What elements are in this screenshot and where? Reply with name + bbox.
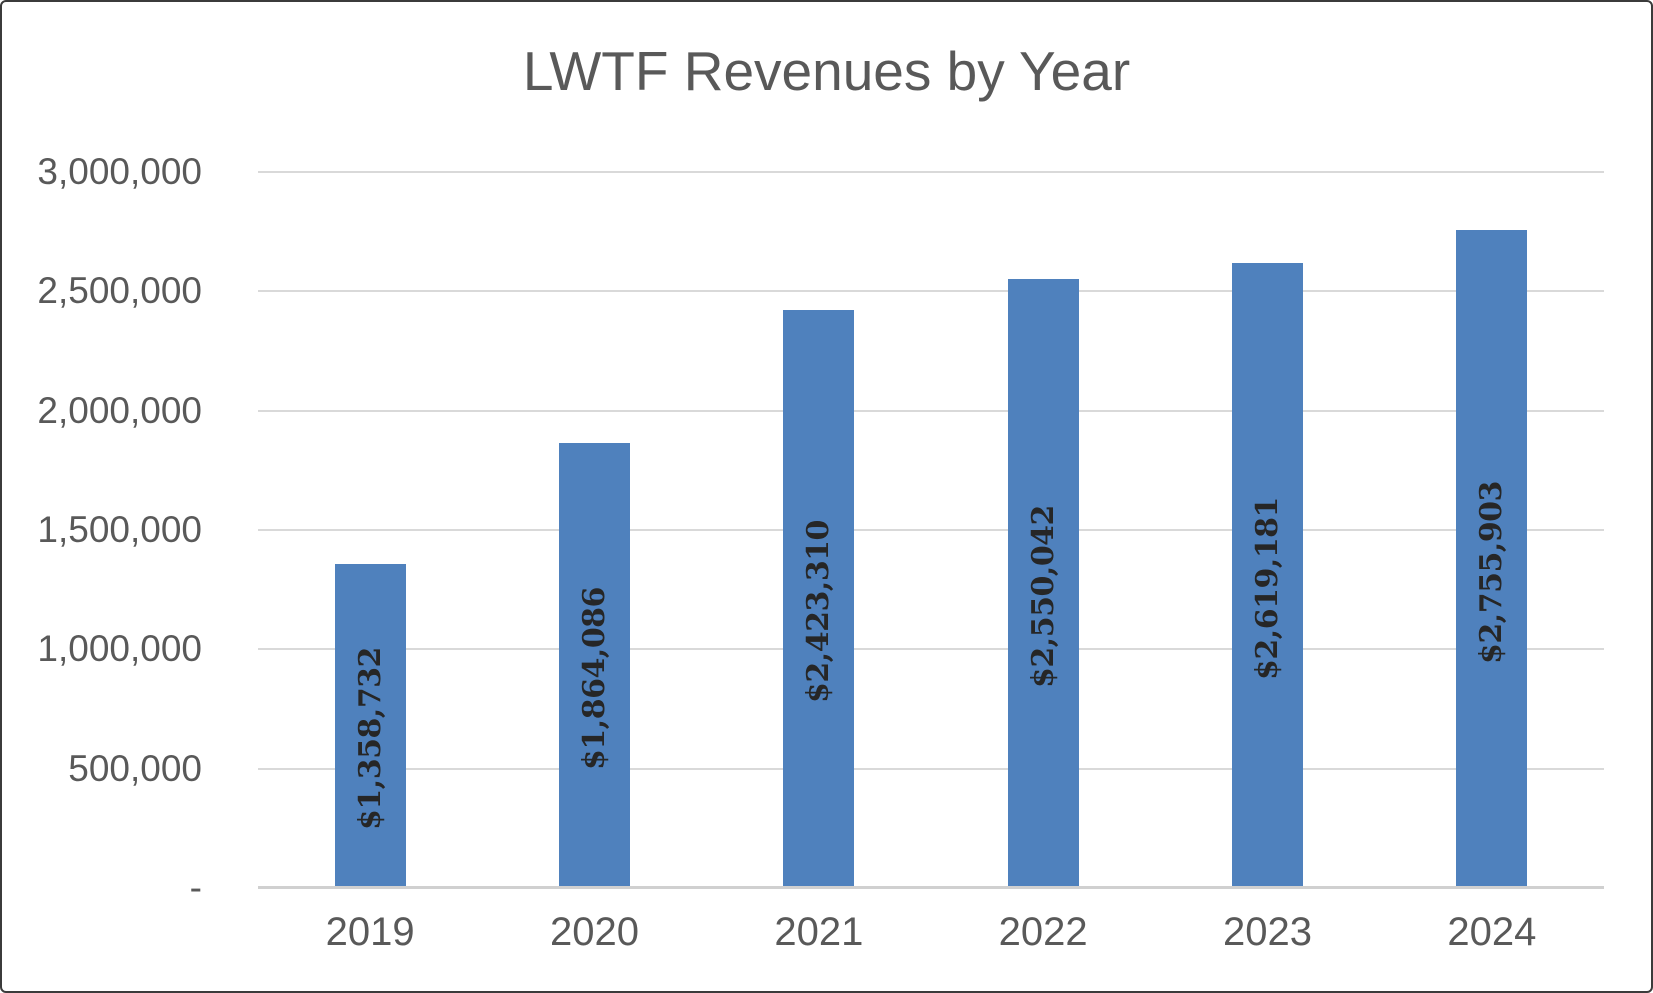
bar-label-wrap: $2,550,042 [1008, 279, 1079, 888]
x-axis-label-2019: 2019 [325, 910, 415, 954]
y-axis-tick-label: 1,500,000 [37, 509, 202, 550]
y-axis-tick-label: - [189, 867, 202, 908]
bar-data-label-2024: $2,755,903 [1474, 480, 1510, 664]
y-axis-tick-label: 500,000 [68, 747, 202, 789]
bar-label-wrap: $1,864,086 [559, 443, 630, 888]
gridline-1000000 [258, 648, 1604, 651]
x-axis-label-2020: 2020 [550, 910, 639, 954]
x-axis-label-2024: 2024 [1447, 910, 1537, 954]
chart-title: LWTF Revenues by Year [522, 40, 1131, 102]
bar-2020: $1,864,086 [559, 443, 630, 888]
gridline-3000000 [258, 171, 1604, 173]
gridline-1500000 [258, 529, 1604, 531]
bar-2019: $1,358,732 [334, 563, 406, 888]
gridline-2500000 [258, 290, 1604, 293]
bar-data-label-2022: $2,550,042 [1025, 505, 1061, 689]
gridline-500000 [258, 767, 1604, 770]
y-axis-tick-label: 2,000,000 [37, 389, 202, 431]
bar-data-label-2020: $1,864,086 [577, 587, 613, 770]
gridline-2000000 [258, 409, 1604, 412]
x-axis-line [258, 886, 1604, 889]
bar-label-wrap: $2,755,903 [1456, 230, 1527, 888]
bar-2024: $2,755,903 [1456, 230, 1528, 888]
bar-label-wrap: $1,358,732 [335, 564, 406, 888]
bar-label-wrap: $2,423,310 [783, 310, 854, 888]
x-axis-label-2022: 2022 [998, 910, 1088, 954]
bar-data-label-2019: $1,358,732 [352, 647, 388, 831]
x-axis-label-2021: 2021 [774, 910, 864, 954]
y-axis-tick-label: 2,500,000 [37, 270, 202, 312]
y-axis-tick-label: 3,000,000 [37, 151, 202, 192]
bar-data-label-2023: $2,619,181 [1250, 496, 1286, 680]
bar-2023: $2,619,181 [1232, 262, 1303, 888]
plot-area: $1,358,732 $1,864,086 $2,423,310 $2,550,042… [258, 171, 1604, 889]
y-axis-tick-label: 1,000,000 [37, 628, 202, 670]
bar-2022: $2,550,042 [1007, 279, 1079, 888]
bar-data-label-2021: $2,423,310 [801, 520, 837, 704]
bar-2021: $2,423,310 [783, 309, 855, 888]
bar-label-wrap: $2,619,181 [1232, 263, 1303, 888]
x-axis-label-2023: 2023 [1223, 910, 1312, 954]
